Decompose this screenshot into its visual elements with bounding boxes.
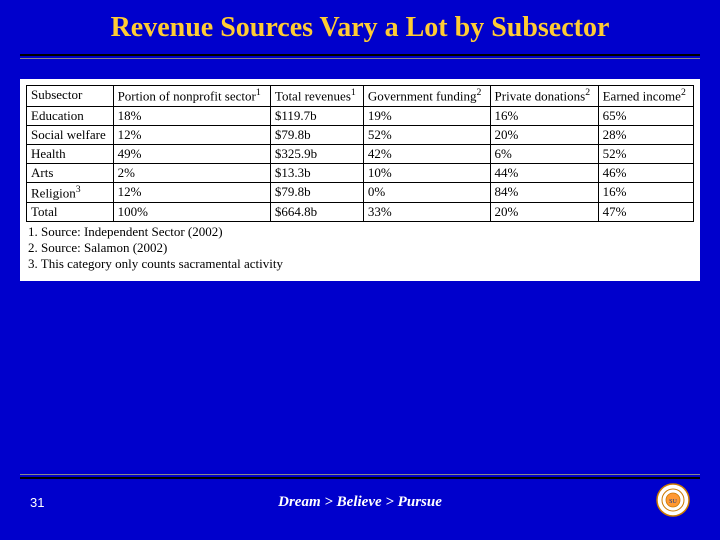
table-row: Arts2%$13.3b10%44%46% [27,163,694,182]
table-cell: Total [27,202,114,221]
footer-rule-thin [20,474,700,475]
table-header-row: Subsector Portion of nonprofit sector1 T… [27,86,694,106]
page-number: 31 [30,495,90,510]
table-cell: 65% [598,106,693,125]
table-cell: Religion3 [27,182,114,202]
revenue-table: Subsector Portion of nonprofit sector1 T… [26,85,694,222]
table-row: Education18%$119.7b19%16%65% [27,106,694,125]
table-cell: 44% [490,163,598,182]
table-row: Health49%$325.9b42%6%52% [27,144,694,163]
table-cell: Arts [27,163,114,182]
table-cell: 84% [490,182,598,202]
table-row: Social welfare12%$79.8b52%20%28% [27,125,694,144]
table-cell: $79.8b [270,125,363,144]
table-cell: 47% [598,202,693,221]
col-private-donations: Private donations2 [490,86,598,106]
footnote-3: 3. This category only counts sacramental… [28,256,692,272]
col-earned-income: Earned income2 [598,86,693,106]
table-cell: Education [27,106,114,125]
col-gov-funding: Government funding2 [363,86,490,106]
table-cell: 0% [363,182,490,202]
table-cell: $13.3b [270,163,363,182]
footer: 31 Dream > Believe > Pursue SU [0,474,720,522]
table-cell: 52% [363,125,490,144]
table-cell: 28% [598,125,693,144]
table-cell: 16% [490,106,598,125]
table-cell: Social welfare [27,125,114,144]
table-cell: 18% [113,106,270,125]
table-cell: 10% [363,163,490,182]
table-cell: 100% [113,202,270,221]
slide-title: Revenue Sources Vary a Lot by Subsector [0,0,720,50]
table-cell: 2% [113,163,270,182]
content-panel: Subsector Portion of nonprofit sector1 T… [20,79,700,280]
table-cell: $119.7b [270,106,363,125]
table-cell: 52% [598,144,693,163]
university-seal-icon: SU [630,483,690,522]
title-underline [20,54,700,56]
table-cell: 42% [363,144,490,163]
title-underline-thin [20,58,700,59]
table-row-religion: Religion312%$79.8b0%84%16% [27,182,694,202]
table-cell: $79.8b [270,182,363,202]
svg-text:SU: SU [669,499,677,505]
footnotes: 1. Source: Independent Sector (2002) 2. … [26,222,694,273]
table-cell: 46% [598,163,693,182]
table-cell: $664.8b [270,202,363,221]
table-cell: 20% [490,202,598,221]
table-cell: 6% [490,144,598,163]
tagline: Dream > Believe > Pursue [90,494,630,511]
table-cell: 19% [363,106,490,125]
table-cell: 20% [490,125,598,144]
col-subsector: Subsector [27,86,114,106]
table-cell: 16% [598,182,693,202]
table-cell: $325.9b [270,144,363,163]
footnote-2: 2. Source: Salamon (2002) [28,240,692,256]
table-cell: 33% [363,202,490,221]
table-row-total: Total100%$664.8b33%20%47% [27,202,694,221]
table-cell: 12% [113,125,270,144]
table-cell: 12% [113,182,270,202]
footnote-1: 1. Source: Independent Sector (2002) [28,224,692,240]
table-cell: 49% [113,144,270,163]
col-total-rev: Total revenues1 [270,86,363,106]
table-cell: Health [27,144,114,163]
col-portion: Portion of nonprofit sector1 [113,86,270,106]
